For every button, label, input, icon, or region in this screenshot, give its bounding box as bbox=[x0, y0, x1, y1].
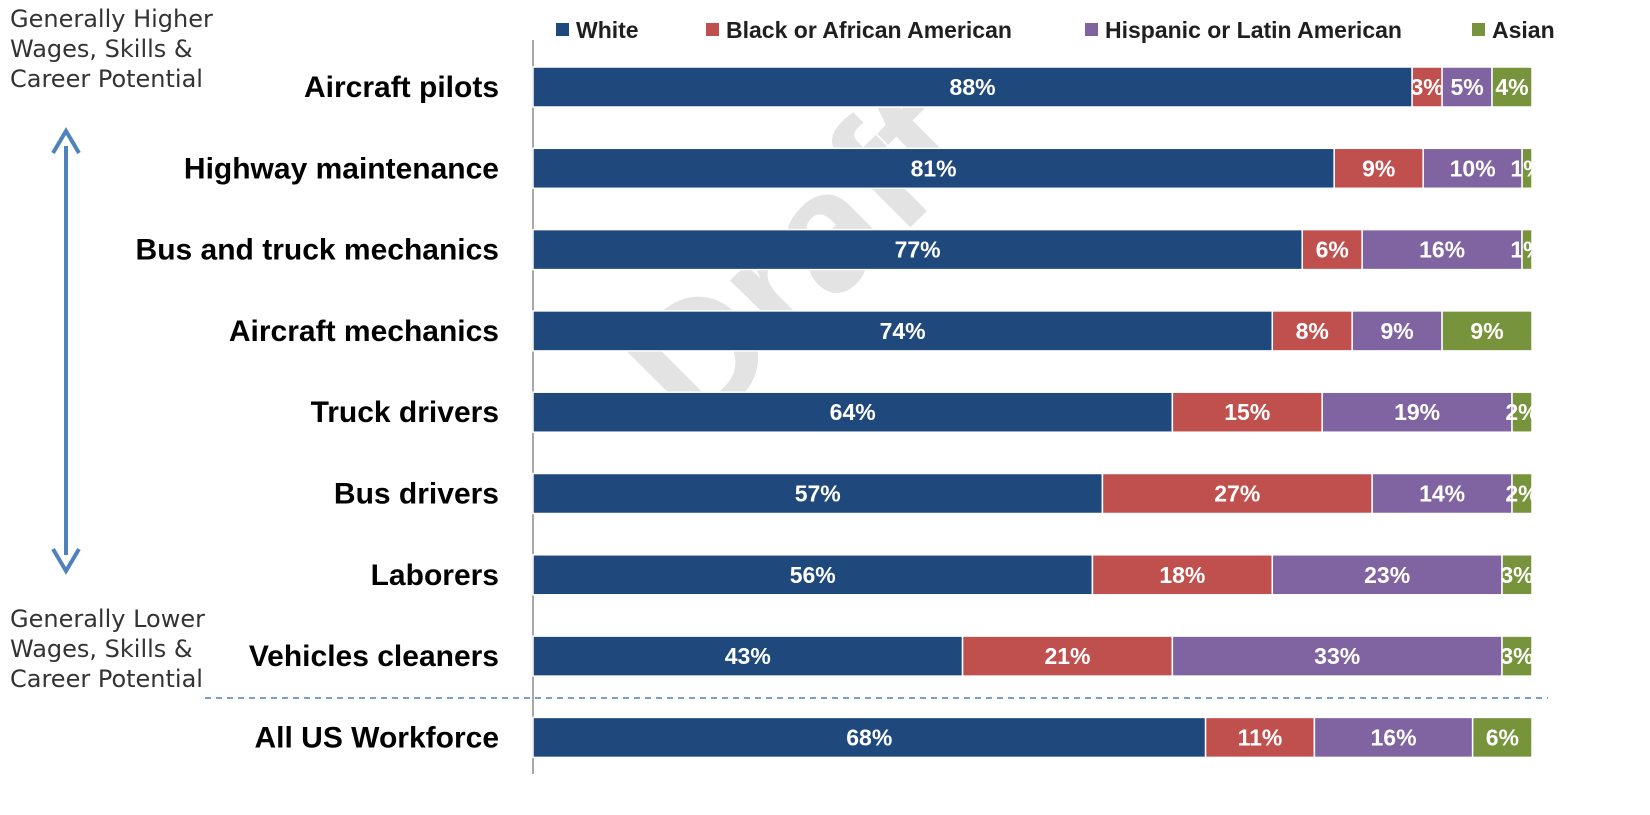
bar-segment-black bbox=[1204, 716, 1316, 759]
bar-segment-hispanic bbox=[1441, 66, 1493, 108]
legend-label-hispanic: Hispanic or Latin American bbox=[1105, 17, 1402, 43]
bar-segment-asian bbox=[1441, 310, 1533, 352]
data-label-black: 18% bbox=[1159, 562, 1205, 588]
data-label-hispanic: 23% bbox=[1364, 562, 1410, 588]
bar-segment-black bbox=[1171, 391, 1323, 433]
bar-segment-black bbox=[961, 635, 1174, 677]
data-label-asian: 3% bbox=[1500, 643, 1533, 669]
legend-label-white: White bbox=[576, 17, 639, 43]
data-label-asian: 4% bbox=[1495, 74, 1528, 100]
data-label-asian: 2% bbox=[1505, 481, 1538, 507]
data-label-white: 57% bbox=[795, 481, 841, 507]
bar-segment-hispanic bbox=[1422, 147, 1523, 190]
data-label-white: 56% bbox=[790, 562, 836, 588]
bar-segment-hispanic bbox=[1351, 310, 1443, 352]
bar-segment-asian bbox=[1521, 147, 1533, 190]
data-label-asian: 6% bbox=[1486, 724, 1519, 750]
data-label-black: 27% bbox=[1214, 481, 1260, 507]
category-labels: Aircraft pilots Highway maintenance Bus an… bbox=[136, 71, 499, 754]
bar-segment-asian bbox=[1471, 716, 1533, 759]
legend-label-black: Black or African American bbox=[726, 17, 1012, 43]
category-label: Aircraft pilots bbox=[304, 71, 499, 104]
data-label-asian: 1% bbox=[1510, 155, 1543, 181]
bar-segment-asian bbox=[1501, 554, 1533, 596]
data-label-white: 81% bbox=[911, 155, 957, 181]
bar-segment-white bbox=[532, 716, 1207, 759]
bar-segment-asian bbox=[1511, 391, 1533, 433]
bar-segment-asian bbox=[1511, 472, 1533, 515]
bar-segment-hispanic bbox=[1313, 716, 1474, 759]
category-label: Aircraft mechanics bbox=[229, 315, 499, 348]
legend-swatch-black bbox=[706, 23, 719, 36]
data-label-asian: 1% bbox=[1510, 237, 1543, 263]
data-label-hispanic: 5% bbox=[1450, 74, 1483, 100]
data-label-hispanic: 19% bbox=[1394, 399, 1440, 425]
bar-segment-asian bbox=[1521, 228, 1533, 271]
bar-segment-black bbox=[1301, 228, 1363, 271]
data-label-black: 8% bbox=[1296, 318, 1329, 344]
bar-segment-white bbox=[532, 228, 1303, 271]
data-label-asian: 3% bbox=[1500, 562, 1533, 588]
category-label: All US Workforce bbox=[255, 721, 500, 754]
bar-segment-asian bbox=[1501, 635, 1533, 677]
data-label-black: 21% bbox=[1044, 643, 1090, 669]
arrow-group bbox=[51, 127, 81, 575]
bar-segment-white bbox=[532, 310, 1274, 352]
data-label-asian: 9% bbox=[1470, 318, 1503, 344]
data-label-hispanic: 9% bbox=[1381, 318, 1414, 344]
legend-swatch-hispanic bbox=[1085, 23, 1098, 36]
data-label-hispanic: 16% bbox=[1419, 237, 1465, 263]
data-label-white: 43% bbox=[725, 643, 771, 669]
data-label-black: 15% bbox=[1224, 399, 1270, 425]
data-label-asian: 2% bbox=[1505, 399, 1538, 425]
bar-segment-asian bbox=[1491, 66, 1533, 108]
data-label-black: 3% bbox=[1410, 74, 1443, 100]
lower-wages-note: Generally Lower Wages, Skills & Career P… bbox=[10, 605, 205, 693]
data-label-hispanic: 16% bbox=[1371, 724, 1417, 750]
data-label-white: 64% bbox=[830, 399, 876, 425]
legend-swatch-asian bbox=[1472, 23, 1485, 36]
category-label: Bus drivers bbox=[334, 478, 499, 511]
category-label: Highway maintenance bbox=[184, 152, 499, 185]
bar-segment-white bbox=[532, 554, 1094, 596]
bar-segment-hispanic bbox=[1171, 635, 1503, 677]
data-label-white: 74% bbox=[880, 318, 926, 344]
bar-segment-hispanic bbox=[1361, 228, 1523, 271]
bar-segment-black bbox=[1411, 66, 1443, 108]
legend-label-asian: Asian bbox=[1492, 17, 1555, 43]
category-label: Bus and truck mechanics bbox=[136, 234, 499, 267]
data-label-white: 88% bbox=[950, 74, 996, 100]
bars: 88% 3% 5% 4% 81% 9% 10% 1% 77% 6% 16% 1% 74% 8% 9% 9% 64… bbox=[205, 40, 1548, 774]
data-label-hispanic: 33% bbox=[1314, 643, 1360, 669]
bar-segment-white bbox=[532, 66, 1413, 108]
arrow-head-down-icon bbox=[51, 547, 81, 575]
arrow-head-up-icon bbox=[51, 127, 81, 155]
bar-segment-white bbox=[532, 635, 964, 677]
data-label-white: 77% bbox=[895, 237, 941, 263]
data-label-black: 11% bbox=[1238, 724, 1283, 750]
bar-segment-hispanic bbox=[1321, 391, 1513, 433]
data-label-black: 9% bbox=[1362, 155, 1395, 181]
higher-wages-note: Generally Higher Wages, Skills & Career … bbox=[10, 5, 213, 93]
data-label-white: 68% bbox=[846, 724, 892, 750]
category-label: Laborers bbox=[371, 559, 499, 592]
data-label-hispanic: 10% bbox=[1450, 155, 1496, 181]
bar-segment-white bbox=[532, 472, 1104, 515]
bar-segment-hispanic bbox=[1271, 554, 1503, 596]
data-label-hispanic: 14% bbox=[1419, 481, 1465, 507]
bar-segment-black bbox=[1333, 147, 1424, 190]
bar-segment-black bbox=[1101, 472, 1373, 515]
category-label: Vehicles cleaners bbox=[249, 640, 499, 673]
data-label-black: 6% bbox=[1316, 237, 1349, 263]
category-label: Truck drivers bbox=[311, 396, 499, 429]
bar-segment-white bbox=[532, 147, 1335, 190]
legend-swatch-white bbox=[556, 23, 569, 36]
legend: White Black or African American Hispanic o… bbox=[556, 17, 1555, 43]
